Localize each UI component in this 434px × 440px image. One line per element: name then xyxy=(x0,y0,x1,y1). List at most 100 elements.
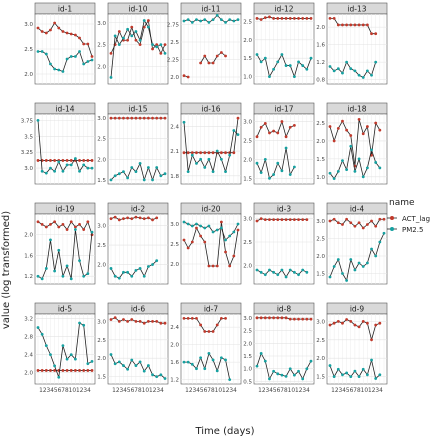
facet-id-13: id-13 0.8 1.2 1.6 2.0 xyxy=(316,2,388,85)
facet-id-3: id-3 2.0 2.5 3.0 xyxy=(243,202,315,285)
data-point xyxy=(280,316,284,320)
data-point xyxy=(126,216,130,220)
data-point xyxy=(370,219,373,223)
facet-id-10: id-10 2.0 2.5 3.0 xyxy=(97,2,169,85)
data-point xyxy=(57,68,61,72)
data-point xyxy=(90,369,94,372)
data-point xyxy=(211,170,215,174)
data-point xyxy=(159,51,163,55)
data-point xyxy=(163,43,167,47)
data-point xyxy=(301,268,305,272)
series-line xyxy=(256,147,295,180)
data-point xyxy=(297,218,300,222)
data-point xyxy=(349,23,353,27)
data-point xyxy=(207,330,211,333)
data-point xyxy=(309,317,313,321)
data-point xyxy=(272,369,276,373)
data-point xyxy=(284,374,288,378)
data-point xyxy=(336,319,340,323)
data-point xyxy=(374,32,378,36)
data-point xyxy=(219,151,223,155)
y-tick-label: 2.5 xyxy=(170,242,179,248)
data-point xyxy=(341,119,344,123)
data-point xyxy=(263,316,267,320)
data-point xyxy=(328,65,332,68)
data-point xyxy=(272,67,276,71)
data-point xyxy=(155,375,159,379)
data-point xyxy=(109,217,113,221)
y-tick-label: 1.5 xyxy=(97,375,106,381)
facet-id-17: id-17 1.5 2.0 2.5 3.0 xyxy=(243,102,315,185)
facet-panel xyxy=(107,13,169,85)
data-point xyxy=(361,76,365,79)
data-point xyxy=(86,159,90,162)
series-line xyxy=(38,50,93,73)
data-point xyxy=(309,359,313,363)
data-point xyxy=(215,14,219,17)
data-point xyxy=(211,230,215,234)
facet-strip-label: id-16 xyxy=(201,105,220,114)
data-point xyxy=(44,171,48,175)
facet-panel xyxy=(326,213,388,285)
data-point xyxy=(122,318,125,321)
data-point xyxy=(49,28,52,32)
data-point xyxy=(305,367,309,371)
data-point xyxy=(122,36,125,40)
y-tick-label: 1.5 xyxy=(243,354,252,360)
y-tick-label: 3.2 xyxy=(24,317,33,323)
data-point xyxy=(186,18,190,21)
data-point xyxy=(301,218,305,222)
data-point xyxy=(69,220,73,224)
data-point xyxy=(65,369,69,372)
data-point xyxy=(211,18,215,21)
data-point xyxy=(151,116,154,120)
series-pm25 xyxy=(182,351,232,382)
facet-strip-label: id-10 xyxy=(128,5,147,14)
series-pm25 xyxy=(36,50,94,73)
data-point xyxy=(69,369,73,372)
y-tick-label: 1.0 xyxy=(316,175,325,181)
data-point xyxy=(130,217,134,221)
data-point xyxy=(90,360,94,363)
data-point xyxy=(53,220,57,224)
y-tick-label: 3.5 xyxy=(24,134,33,140)
data-point xyxy=(126,116,130,120)
data-point xyxy=(138,116,142,120)
data-point xyxy=(109,353,113,356)
data-point xyxy=(117,43,121,47)
y-tick-label: 3.0 xyxy=(24,166,33,172)
data-point xyxy=(280,169,284,173)
x-tick-label: 12345678101234 xyxy=(112,388,164,394)
data-point xyxy=(49,238,52,242)
data-point xyxy=(345,60,349,64)
data-point xyxy=(336,367,340,371)
series-line xyxy=(256,352,312,381)
data-point xyxy=(109,51,113,55)
data-point xyxy=(301,17,305,20)
data-point xyxy=(297,60,300,64)
data-point xyxy=(82,274,86,278)
data-point xyxy=(328,219,332,223)
y-tick-label: 3.0 xyxy=(24,22,33,28)
data-point xyxy=(215,228,219,232)
y-tick-label: 2.25 xyxy=(167,58,180,64)
data-point xyxy=(49,222,52,226)
legend-swatch-dot xyxy=(390,216,394,220)
data-point xyxy=(211,330,215,333)
facet-strip-label: id-11 xyxy=(201,5,220,14)
data-point xyxy=(219,220,223,224)
data-point xyxy=(44,225,48,229)
data-point xyxy=(155,166,159,169)
data-point xyxy=(263,359,267,363)
data-point xyxy=(203,240,207,244)
data-point xyxy=(36,118,40,122)
data-point xyxy=(122,364,125,367)
data-point xyxy=(215,323,219,327)
data-point xyxy=(357,325,361,329)
data-point xyxy=(276,273,280,277)
data-point xyxy=(142,116,146,120)
data-point xyxy=(263,56,267,60)
y-tick-label: 3.0 xyxy=(316,319,325,325)
data-point xyxy=(117,360,121,364)
